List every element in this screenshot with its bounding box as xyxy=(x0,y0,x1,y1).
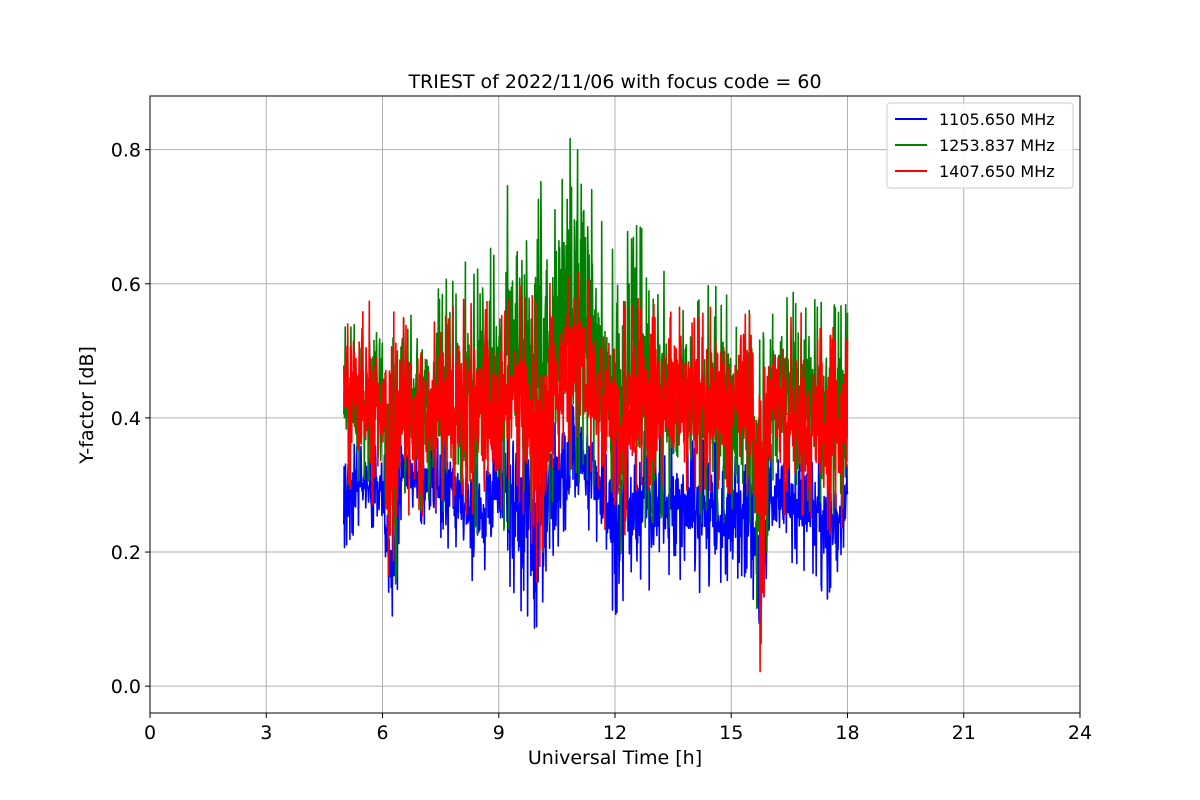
x-tick-label: 9 xyxy=(493,722,505,744)
legend: 1105.650 MHz 1253.837 MHz 1407.650 MHz xyxy=(886,102,1074,189)
legend-box xyxy=(886,102,1074,189)
y-tick-label: 0.2 xyxy=(111,542,141,564)
series-line-3 xyxy=(343,271,849,673)
x-tick-label: 0 xyxy=(144,722,156,744)
y-tick-label: 0.6 xyxy=(111,274,141,296)
axis-ticks: 0 3 6 9 12 15 18 21 24 0.0 0.2 0.4 0.6 0.8 xyxy=(111,140,1092,744)
legend-label: 1407.650 MHz xyxy=(939,162,1055,181)
y-tick-label: 0.4 xyxy=(111,408,141,430)
x-tick-label: 6 xyxy=(376,722,388,744)
x-tick-label: 24 xyxy=(1068,722,1092,744)
x-tick-label: 21 xyxy=(952,722,976,744)
x-tick-label: 18 xyxy=(835,722,859,744)
x-axis-label: Universal Time [h] xyxy=(528,747,702,769)
y-axis-label: Y-factor [dB] xyxy=(76,346,98,465)
chart-title: TRIEST of 2022/11/06 with focus code = 6… xyxy=(407,71,821,93)
legend-label: 1105.650 MHz xyxy=(939,110,1055,129)
x-tick-label: 3 xyxy=(260,722,272,744)
x-tick-label: 15 xyxy=(719,722,743,744)
y-tick-label: 0.0 xyxy=(111,676,141,698)
y-tick-label: 0.8 xyxy=(111,140,141,162)
x-tick-label: 12 xyxy=(603,722,627,744)
legend-label: 1253.837 MHz xyxy=(939,136,1055,155)
series-area xyxy=(343,137,849,673)
